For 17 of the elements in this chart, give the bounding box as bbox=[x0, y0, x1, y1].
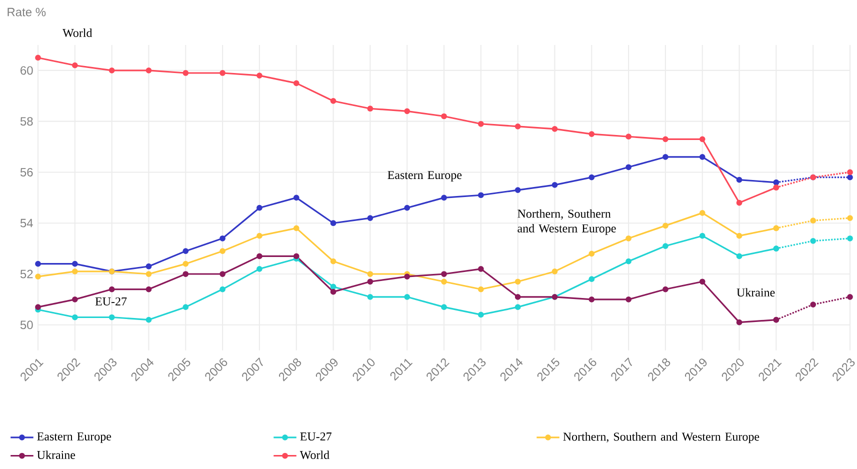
y-tick-label: 52 bbox=[20, 270, 33, 278]
y-tick-label: 60 bbox=[20, 66, 33, 75]
annotation: Ukraine bbox=[736, 288, 775, 297]
legend-label: Eastern Europe bbox=[37, 432, 112, 443]
legend-label: Ukraine bbox=[37, 450, 76, 460]
annotation: Northern, Southern and Western Europe bbox=[518, 209, 616, 235]
annotation: Eastern Europe bbox=[388, 171, 462, 182]
y-tick-label: 58 bbox=[20, 117, 33, 126]
legend-label: EU-27 bbox=[300, 432, 332, 441]
y-tick-label: 54 bbox=[20, 218, 33, 228]
annotation: EU-27 bbox=[95, 297, 127, 306]
y-tick-label: 50 bbox=[20, 320, 33, 330]
legend-label: World bbox=[300, 450, 330, 460]
y-axis-title: Rate % bbox=[8, 8, 46, 16]
y-tick-label: 56 bbox=[20, 168, 33, 176]
legend-label: Northern, Southern and Western Europe bbox=[563, 432, 760, 444]
text: World bbox=[62, 28, 92, 38]
